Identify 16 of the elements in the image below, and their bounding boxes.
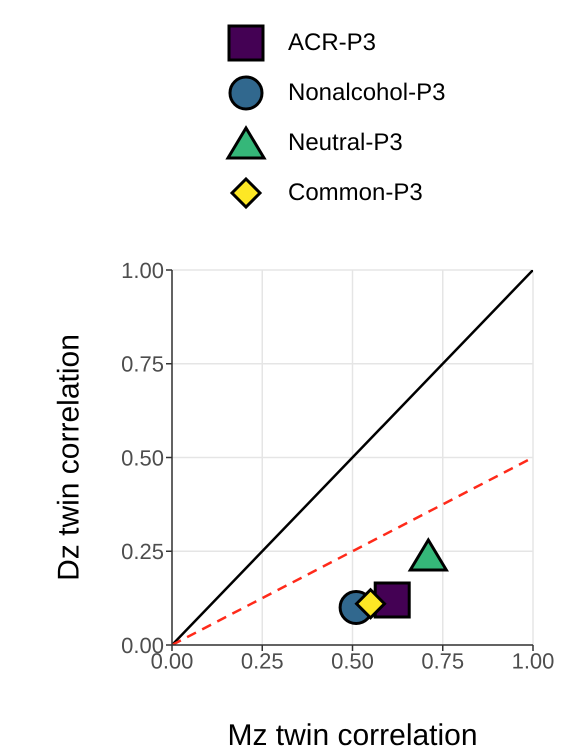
- legend-label: Neutral-P3: [288, 129, 403, 157]
- point: [355, 588, 386, 620]
- legend-label: ACR-P3: [288, 29, 376, 57]
- legend-label: Common-P3: [288, 179, 423, 207]
- y-tick-label: 0.75: [121, 352, 164, 377]
- x-axis-title: Mz twin correlation: [227, 719, 478, 752]
- x-tick-label: 0.75: [421, 648, 464, 674]
- y-tick-label: 1.00: [121, 258, 164, 283]
- legend-label: Nonalcohol-P3: [288, 79, 446, 107]
- y-axis-title: Dz twin correlation: [52, 334, 86, 581]
- x-tick-label: 0.50: [331, 648, 374, 674]
- y-tick-label: 0.50: [121, 445, 164, 470]
- y-tick-label: 0.25: [121, 539, 164, 564]
- x-tick-label: 1.00: [512, 648, 554, 674]
- x-tick-label: 0.25: [240, 648, 284, 674]
- point: [408, 538, 448, 572]
